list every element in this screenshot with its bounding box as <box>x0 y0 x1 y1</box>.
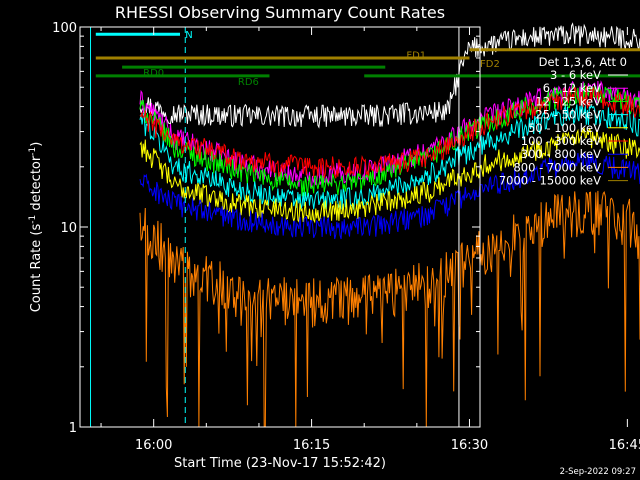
series-trace <box>139 85 640 179</box>
series-100-300-kev <box>139 85 640 179</box>
y-axis-label-main: Count Rate (s <box>29 224 44 313</box>
y-tick-label: 100 <box>52 21 77 36</box>
footer-timestamp: 2-Sep-2022 09:27 <box>560 467 636 477</box>
series-trace <box>139 127 640 224</box>
flag-label-fd1: FD1 <box>406 51 426 62</box>
x-tick-label: 16:45 <box>609 438 640 453</box>
flag-label-rd0: RD0 <box>143 68 164 79</box>
flag-label-rd6: RD6 <box>238 77 259 88</box>
series-300-800-kev <box>139 152 640 240</box>
y-tick-label: 10 <box>60 221 77 236</box>
series-3-6-kev <box>139 22 640 129</box>
legend-label: 6 - 12 keV <box>543 81 601 95</box>
legend-header: Det 1,3,6, Att 0 <box>539 55 627 69</box>
flag-label-n: N <box>185 30 192 41</box>
legend-label: 12 - 25 keV <box>535 94 601 108</box>
y-axis-label-tail: detector <box>29 155 44 215</box>
series-12-25-kev <box>139 82 640 197</box>
chart-title: RHESSI Observing Summary Count Rates <box>115 3 445 22</box>
plot-area: N FD1 FD2 RD0 RD6 <box>90 22 640 428</box>
y-tick-label: 1 <box>69 421 77 436</box>
y-axis-label-sup2: -1 <box>28 147 38 156</box>
x-tick-label: 16:00 <box>135 438 172 453</box>
x-axis-label: Start Time (23-Nov-17 15:52:42) <box>174 456 386 471</box>
legend-label: 50 - 100 keV <box>528 121 601 135</box>
legend-label: 3 - 6 keV <box>550 68 601 82</box>
y-axis-label: Count Rate (s-1 detector-1) <box>28 142 44 313</box>
series-trace <box>139 103 640 210</box>
series-trace <box>139 152 640 240</box>
series-trace <box>139 22 640 129</box>
x-tick-label: 16:30 <box>451 438 488 453</box>
series-25-50-kev <box>139 103 640 210</box>
series-50-100-kev <box>139 127 640 224</box>
y-axis: 1 10 100 <box>52 21 480 436</box>
legend-label: 300 - 800 keV <box>521 147 601 161</box>
legend-label: 25 - 50 keV <box>535 108 601 122</box>
series-trace <box>139 82 640 197</box>
series-trace <box>139 190 640 428</box>
legend-label: 7000 - 15000 keV <box>499 174 601 188</box>
y-axis-label-sup: -1 <box>28 215 38 224</box>
x-tick-label: 16:15 <box>293 438 330 453</box>
series-800-7000-kev <box>139 190 640 428</box>
flag-label-fd2: FD2 <box>480 59 500 70</box>
y-axis-label-close: ) <box>29 142 44 147</box>
legend-label: 100 - 300 keV <box>521 134 601 148</box>
legend-label: 800 - 7000 keV <box>513 160 601 174</box>
